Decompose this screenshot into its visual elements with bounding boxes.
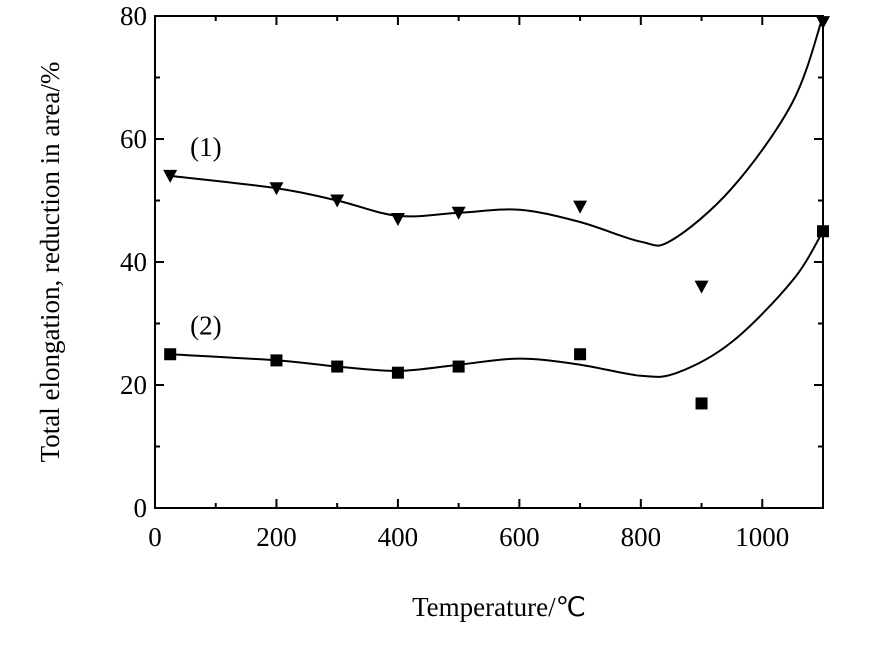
- x-tick-label-0: 0: [148, 522, 162, 552]
- markers-layer: [163, 16, 830, 410]
- x-tick-label-400: 400: [378, 522, 419, 552]
- series-1-point-7: [694, 280, 709, 294]
- labels-layer: 0 200 400 600 800 1000 0 20 40 60 80 (1) (2): [120, 1, 789, 552]
- x-tick-label-1000: 1000: [735, 522, 789, 552]
- x-tick-label-600: 600: [499, 522, 540, 552]
- x-axis-title: Temperature/℃: [412, 592, 586, 622]
- y-tick-label-40: 40: [120, 247, 147, 277]
- series-1-point-1: [163, 169, 178, 183]
- y-tick-label-80: 80: [120, 1, 147, 31]
- series-2-point-6: [574, 348, 587, 361]
- series-2-point-4: [391, 366, 404, 379]
- y-axis-title: Total elongation, reduction in area/%: [35, 62, 65, 463]
- plot-frame: [154, 15, 824, 509]
- y-tick-label-0: 0: [134, 493, 148, 523]
- series-2-point-1: [164, 348, 177, 361]
- series-2-point-5: [452, 360, 465, 373]
- x-tick-label-800: 800: [621, 522, 662, 552]
- series-2-point-7: [695, 397, 708, 410]
- series-1-point-5: [451, 206, 466, 220]
- series-2-fit-curve: [170, 230, 824, 378]
- series-1-point-6: [573, 200, 588, 214]
- series-2-label: (2): [190, 310, 221, 340]
- series-1-point-2: [269, 182, 284, 196]
- y-tick-label-60: 60: [120, 124, 147, 154]
- series-2-point-2: [270, 354, 283, 367]
- series-1-fit-curve: [170, 15, 824, 247]
- series-1-label: (1): [190, 132, 221, 162]
- series-1-point-4: [390, 212, 405, 226]
- x-tick-label-200: 200: [256, 522, 297, 552]
- ticks-layer: [154, 15, 823, 509]
- series-2-point-8: [817, 225, 829, 238]
- series-1-point-8: [816, 16, 830, 30]
- series-2-point-3: [331, 360, 344, 373]
- y-tick-label-20: 20: [120, 370, 147, 400]
- curves-layer: [170, 15, 824, 378]
- series-1-point-3: [330, 194, 345, 208]
